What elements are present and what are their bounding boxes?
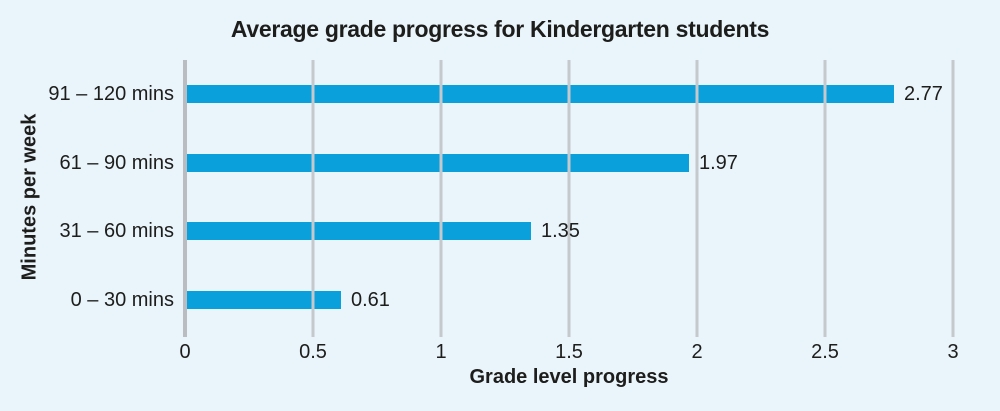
bar <box>185 153 689 172</box>
bar <box>185 290 341 309</box>
bar <box>185 85 894 104</box>
x-tick-label: 2.5 <box>811 341 839 363</box>
gridline <box>823 60 827 337</box>
category-label: 0 – 30 mins <box>70 288 174 311</box>
bar-value-label: 2.77 <box>904 83 943 106</box>
gridline <box>695 60 699 337</box>
x-tick-label: 1.5 <box>555 341 583 363</box>
bar-value-label: 1.97 <box>699 151 738 174</box>
chart-title: Average grade progress for Kindergarten … <box>230 16 770 42</box>
bar-value-label: 1.35 <box>541 220 580 243</box>
gridline <box>951 60 955 337</box>
y-axis-line <box>183 60 187 337</box>
x-axis-title: Grade level progress <box>469 366 669 388</box>
x-tick-label: 0 <box>179 341 191 363</box>
bar <box>185 222 531 241</box>
x-tick-label: 3 <box>947 341 959 363</box>
gridline <box>567 60 571 337</box>
plot-area: 2.77 1.97 1.35 0.61 <box>183 60 955 337</box>
gridline <box>439 60 443 337</box>
category-label: 91 – 120 mins <box>48 83 174 106</box>
category-label: 61 – 90 mins <box>59 151 174 174</box>
y-axis-title: Minutes per week <box>18 113 41 281</box>
gridline <box>311 60 315 337</box>
x-tick-label: 0.5 <box>299 341 327 363</box>
bar-value-label: 0.61 <box>351 288 390 311</box>
category-label: 31 – 60 mins <box>59 220 174 243</box>
x-tick-label: 1 <box>435 341 447 363</box>
x-tick-label: 2 <box>691 341 703 363</box>
